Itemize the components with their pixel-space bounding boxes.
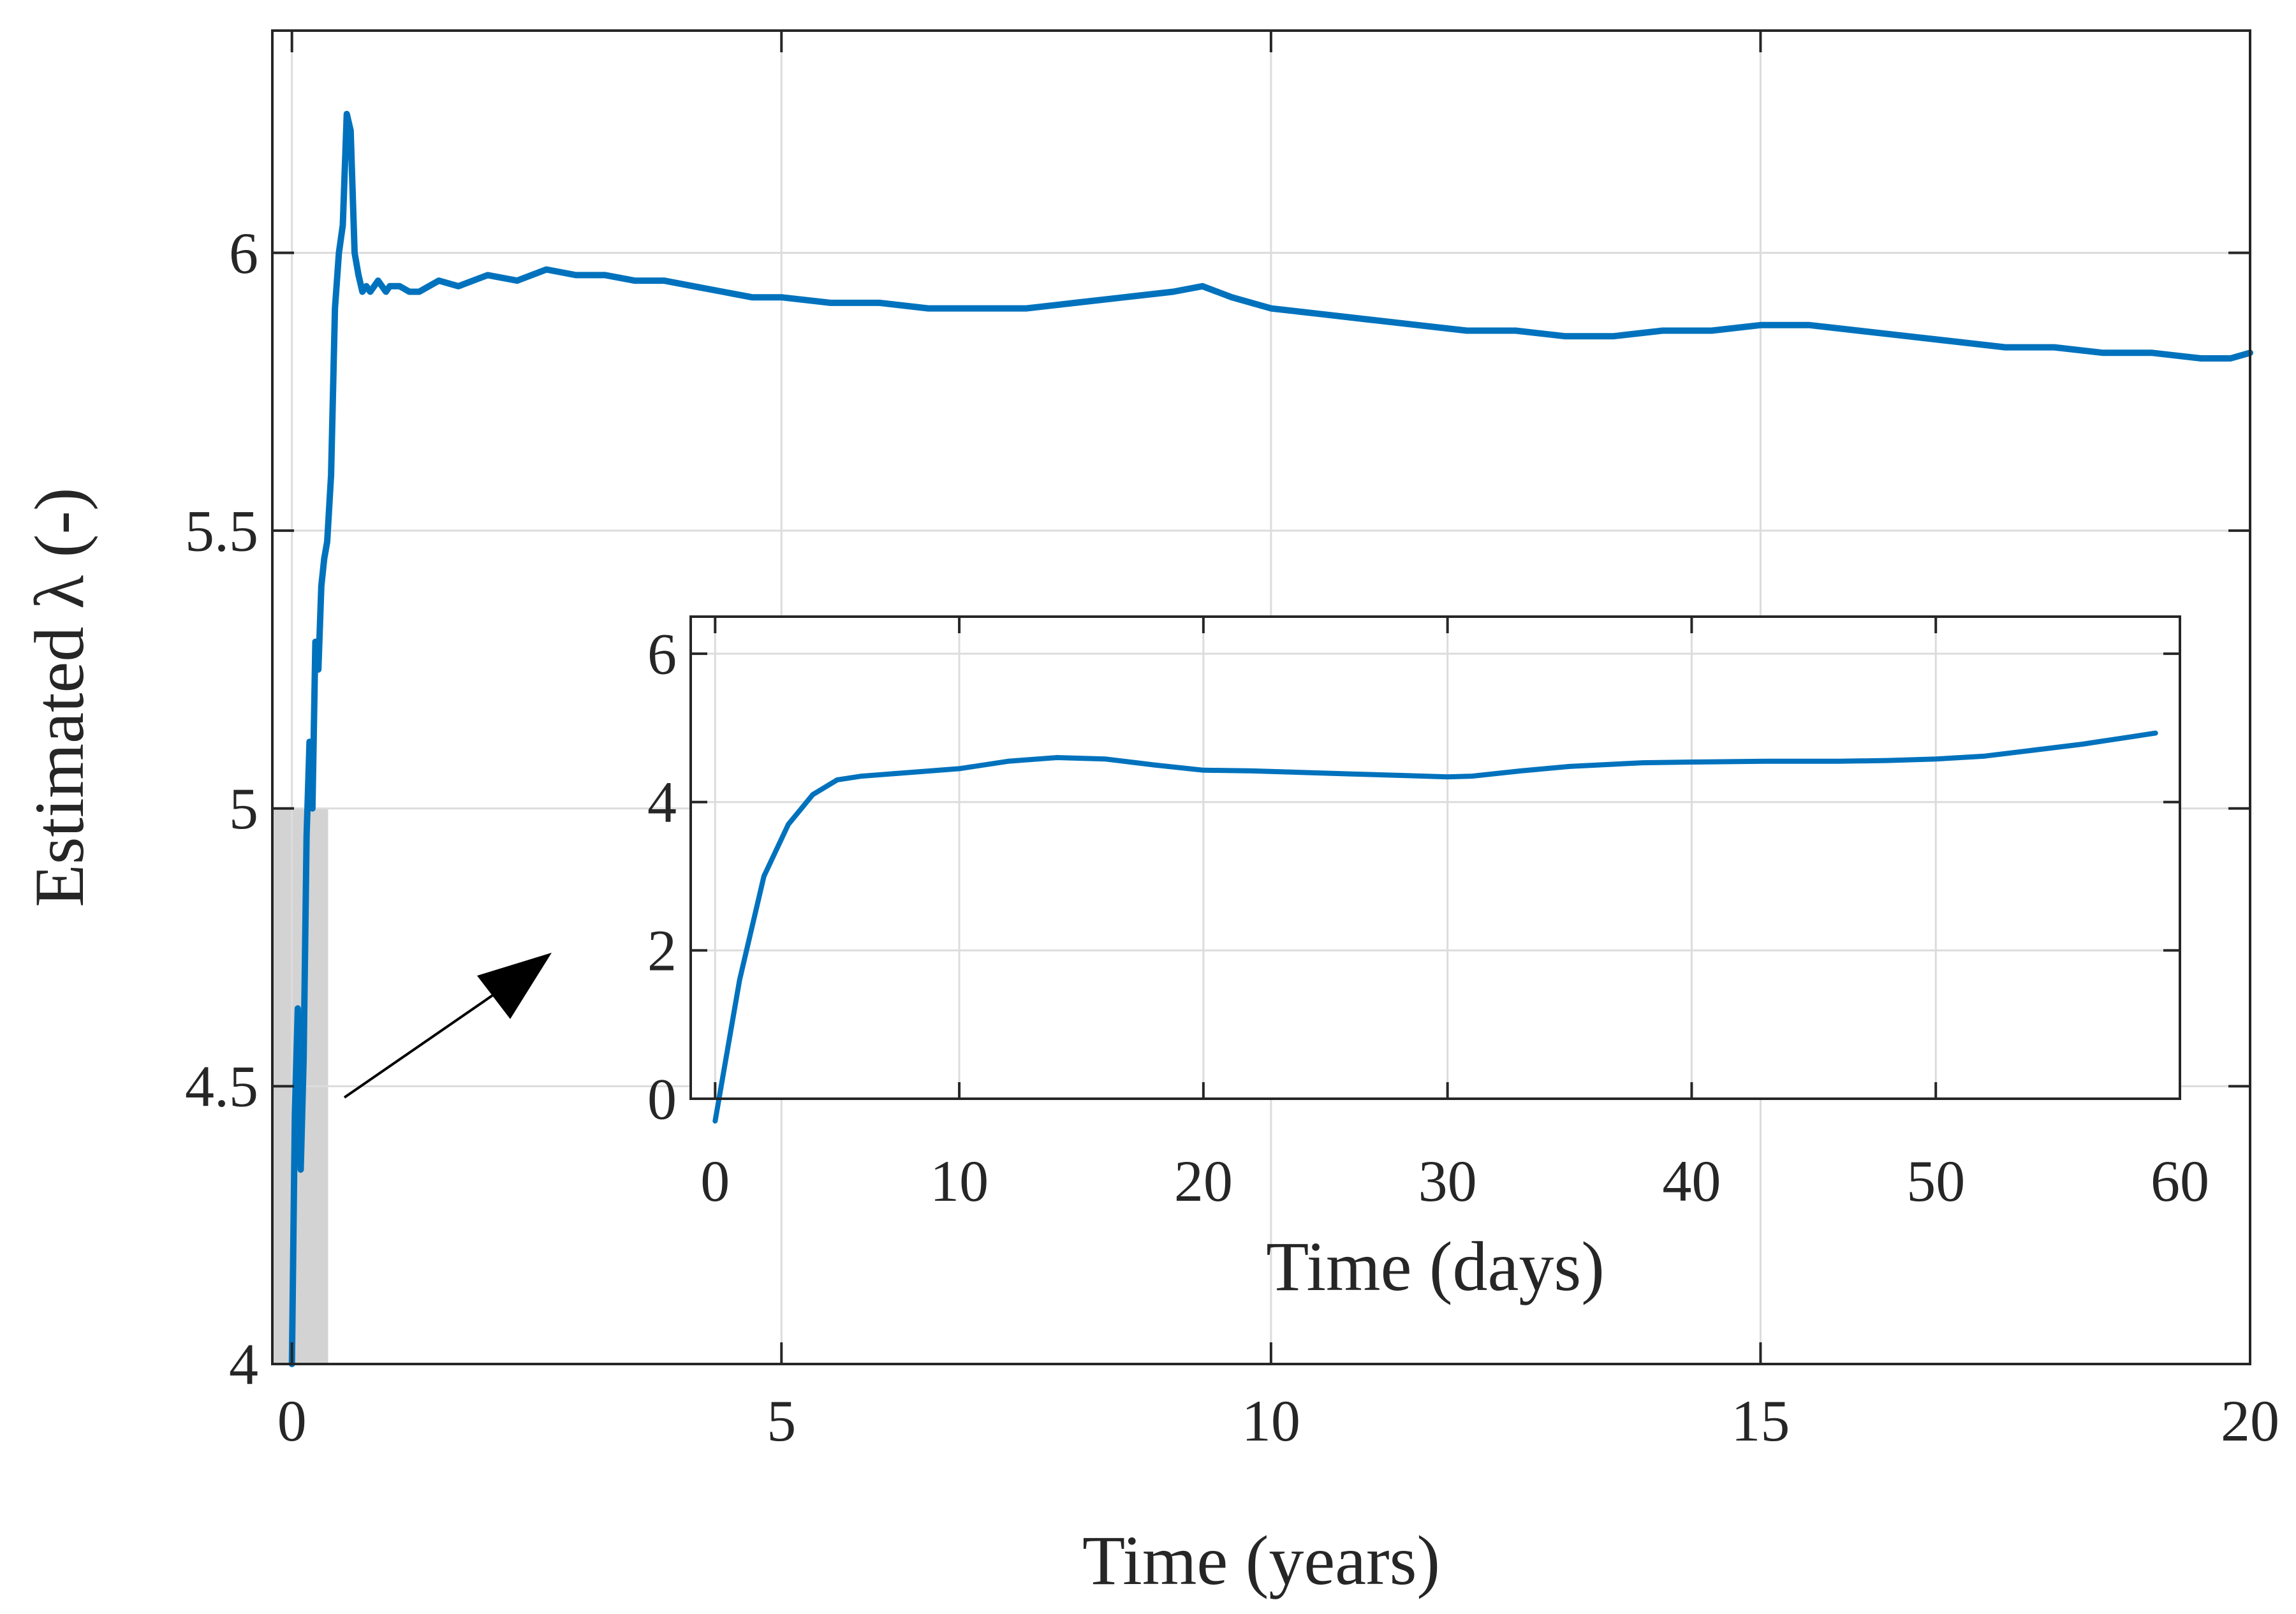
main-y-tick-label: 4: [229, 1332, 258, 1397]
zoom-arrow: [343, 953, 552, 1099]
inset-x-tick-label: 0: [700, 1148, 730, 1214]
inset-series-line: [712, 730, 2158, 1124]
inset-y-tick-label: 6: [647, 621, 677, 686]
inset-plot: 0 10 20 30 40 50 60 0 2 4 6 Time (days): [647, 615, 2209, 1305]
main-y-tick-label: 6: [229, 221, 258, 286]
inset-y-tick-label: 0: [647, 1066, 677, 1131]
main-series-line: [288, 110, 2253, 1367]
main-x-tick-label: 0: [277, 1388, 307, 1453]
inset-plot-area: [691, 617, 2180, 1099]
inset-x-tick-label: 40: [1662, 1148, 1721, 1214]
inset-x-tick-label: 60: [2151, 1148, 2209, 1214]
main-y-tick-label: 4.5: [185, 1054, 258, 1119]
inset-x-axis-label: Time (days): [1266, 1228, 1605, 1305]
main-y-axis-label: Estimated λ (-): [20, 487, 98, 907]
inset-x-tick-label: 30: [1418, 1148, 1477, 1214]
main-x-tick-label: 10: [1242, 1388, 1300, 1453]
main-y-tick-label: 5: [229, 776, 258, 841]
main-x-axis-label: Time (years): [1082, 1522, 1440, 1599]
inset-x-tick-label: 20: [1174, 1148, 1233, 1214]
inset-y-tick-label: 4: [647, 770, 677, 835]
inset-y-tick-label: 2: [647, 918, 677, 983]
inset-x-tick-label: 10: [930, 1148, 989, 1214]
main-x-tick-label: 15: [1731, 1388, 1790, 1453]
main-x-tick-label: 5: [767, 1388, 796, 1453]
inset-axes-frame: [689, 615, 2181, 1100]
arrow-head: [477, 953, 552, 1019]
inset-x-tick-label: 50: [1906, 1148, 1965, 1214]
main-y-tick-label: 5.5: [185, 498, 258, 563]
main-x-tick-label: 20: [2221, 1388, 2279, 1453]
main-axes-frame: [271, 29, 2251, 1365]
